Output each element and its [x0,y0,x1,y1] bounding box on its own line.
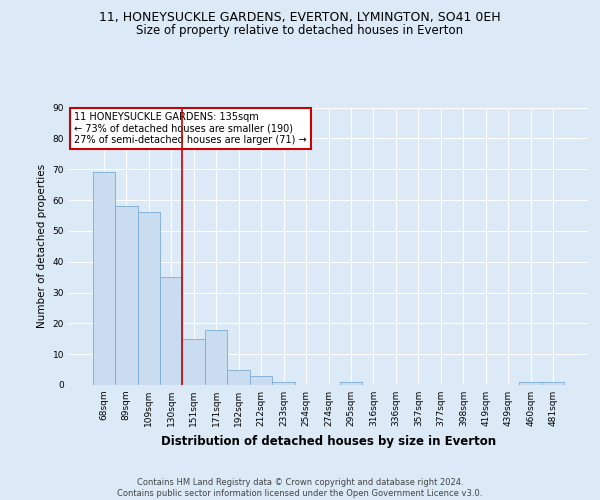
Bar [542,382,565,385]
Bar [160,277,182,385]
Bar [205,330,227,385]
Bar [115,206,137,385]
Bar [137,212,160,385]
Bar [520,382,542,385]
Bar [182,339,205,385]
Bar [340,382,362,385]
Bar [227,370,250,385]
Text: 11, HONEYSUCKLE GARDENS, EVERTON, LYMINGTON, SO41 0EH: 11, HONEYSUCKLE GARDENS, EVERTON, LYMING… [99,11,501,24]
X-axis label: Distribution of detached houses by size in Everton: Distribution of detached houses by size … [161,434,496,448]
Bar [92,172,115,385]
Text: Size of property relative to detached houses in Everton: Size of property relative to detached ho… [136,24,464,37]
Bar [250,376,272,385]
Y-axis label: Number of detached properties: Number of detached properties [37,164,47,328]
Bar [272,382,295,385]
Text: 11 HONEYSUCKLE GARDENS: 135sqm
← 73% of detached houses are smaller (190)
27% of: 11 HONEYSUCKLE GARDENS: 135sqm ← 73% of … [74,112,307,145]
Text: Contains HM Land Registry data © Crown copyright and database right 2024.
Contai: Contains HM Land Registry data © Crown c… [118,478,482,498]
